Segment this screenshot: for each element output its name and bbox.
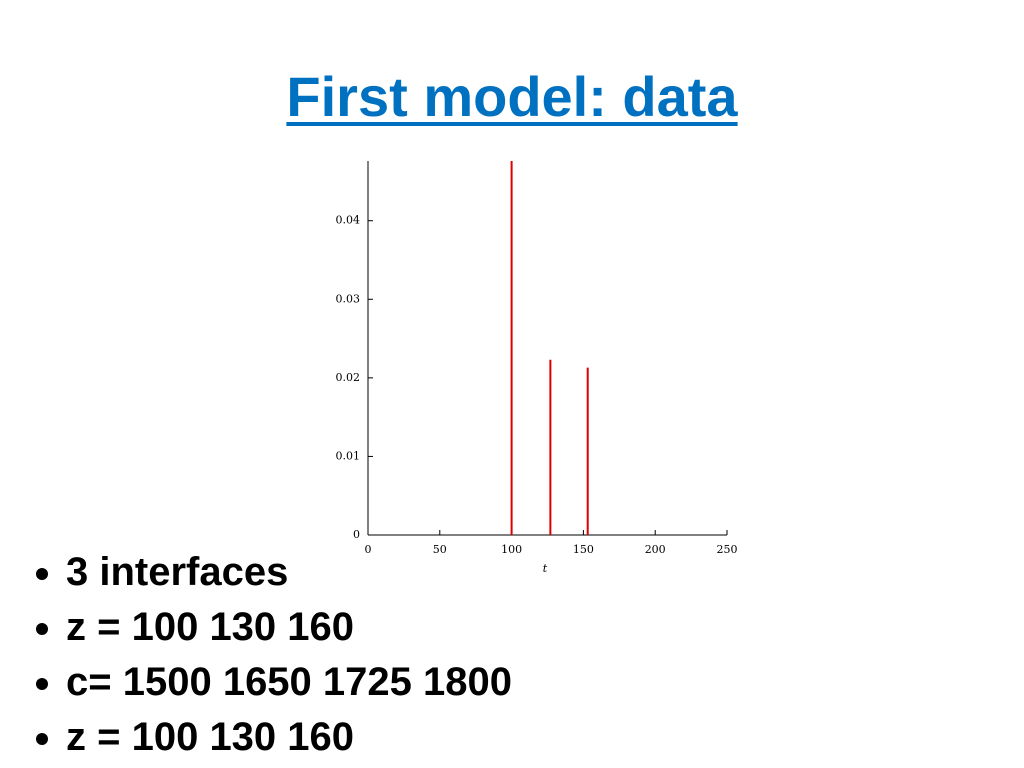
x-tick-label: 250 [717, 543, 738, 556]
x-tick-label: 0 [365, 543, 372, 556]
slide-title: First model: data [286, 65, 738, 128]
bullet: z = 100 130 160 [66, 600, 512, 655]
bullet-list: 3 interfacesz = 100 130 160c= 1500 1650 … [36, 545, 512, 765]
x-tick-label: 150 [573, 543, 594, 556]
x-tick-label: 50 [433, 543, 447, 556]
bullet: z = 100 130 160 [66, 710, 512, 765]
x-tick-label: 100 [501, 543, 522, 556]
y-tick-label: 0.04 [336, 214, 361, 227]
y-tick-label: 0.01 [336, 449, 361, 462]
y-tick-label: 0.03 [336, 292, 361, 305]
y-tick-label: 0 [353, 528, 360, 541]
bullet: 3 interfaces [66, 545, 512, 600]
bullet: c= 1500 1650 1725 1800 [66, 655, 512, 710]
x-axis-label: t [543, 562, 548, 575]
x-tick-label: 200 [645, 543, 666, 556]
y-tick-label: 0.02 [336, 371, 361, 384]
